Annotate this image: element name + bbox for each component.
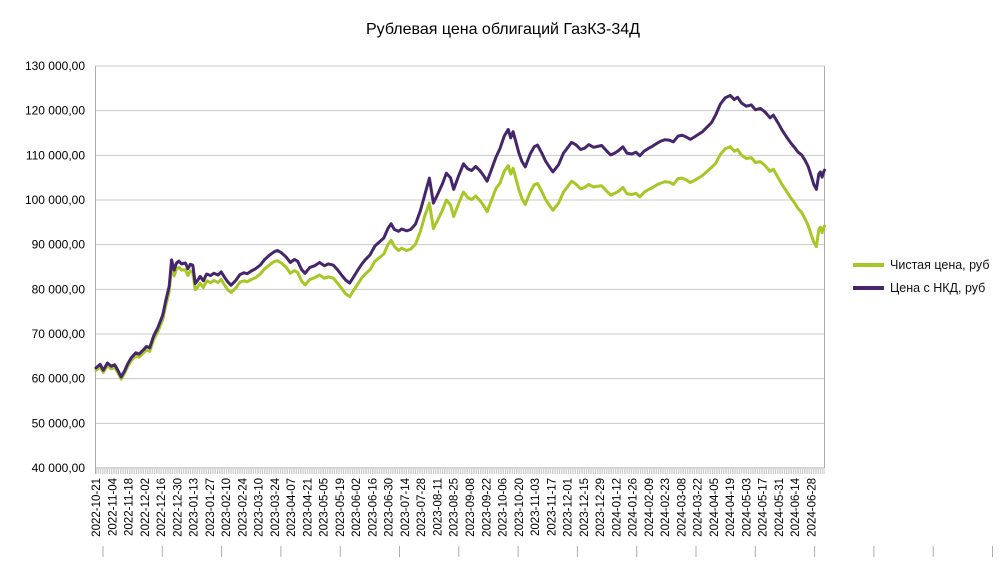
y-axis-label: 40 000,00 [32,461,86,475]
x-axis-label: 2023-12-29 [595,478,607,537]
x-axis-label: 2024-05-17 [758,478,770,537]
y-axis-label: 110 000,00 [26,148,85,162]
x-axis-label: 2023-09-08 [465,478,477,537]
x-axis-label: 2024-04-19 [725,478,737,537]
x-axis-label: 2024-06-14 [790,477,802,536]
x-axis-label: 2024-04-05 [709,478,721,537]
x-axis-label: 2024-01-26 [628,478,640,537]
x-axis-label: 2023-05-19 [335,478,347,537]
y-axis-label: 100 000,00 [25,193,85,207]
x-axis-label: 2023-08-25 [449,478,461,537]
legend-item-clean-price: Чистая цена, руб [853,256,989,274]
x-axis-label: 2024-03-22 [693,478,705,537]
x-axis-label: 2023-06-02 [351,478,363,537]
x-axis-label: 2023-12-01 [563,478,575,537]
x-axis-label: 2022-10-21 [91,478,103,537]
legend-swatch-clean-price-icon [853,263,884,267]
x-axis-label: 2023-03-24 [270,477,282,536]
x-axis-label: 2022-12-02 [140,478,152,537]
x-axis-label: 2023-02-10 [221,478,233,537]
y-axis-label: 120 000,00 [25,104,85,118]
legend: Чистая цена, руб Цена с НКД, руб [853,256,989,302]
legend-label-dirty-price: Цена с НКД, руб [890,281,986,295]
x-axis-label: 2023-07-28 [416,478,428,537]
x-axis-label: 2024-02-23 [660,478,672,537]
x-axis-label: 2023-11-03 [530,478,542,536]
x-axis-label: 2023-06-16 [367,478,379,537]
y-axis-label: 90 000,00 [32,238,86,252]
x-axis-label: 2022-11-04 [107,477,119,536]
x-axis-label: 2024-03-08 [676,478,688,537]
x-axis-label: 2024-05-31 [774,478,786,537]
chart-title: Рублевая цена облигаций ГазКЗ-34Д [366,21,640,38]
y-axis-label: 130 000,00 [25,59,85,73]
legend-label-clean-price: Чистая цена, руб [890,258,990,272]
x-axis-label: 2022-12-16 [156,478,168,537]
x-axis-label: 2023-02-24 [237,477,249,536]
x-axis-label: 2023-08-11 [432,478,444,536]
x-axis-label: 2023-10-20 [514,478,526,537]
legend-swatch-dirty-price-icon [853,286,884,290]
x-axis-label: 2023-09-22 [481,478,493,537]
x-axis-label: 2022-11-18 [124,478,136,536]
x-axis-label: 2023-01-13 [189,478,201,537]
x-axis-label: 2023-07-14 [400,477,412,536]
x-axis-label: 2024-06-28 [806,478,818,537]
series-line-clean [94,145,826,381]
x-axis-label: 2023-03-10 [254,478,266,537]
x-axis-label: 2023-06-30 [384,478,396,537]
x-axis-label: 2024-02-09 [644,478,656,537]
series-line-dirty [94,94,826,379]
y-axis-label: 80 000,00 [32,282,86,296]
legend-item-dirty-price: Цена с НКД, руб [853,279,989,297]
x-axis-label: 2023-11-17 [546,478,558,536]
x-axis-label: 2023-04-07 [286,478,298,537]
x-axis-label: 2022-12-30 [172,478,184,537]
y-axis-label: 50 000,00 [32,416,86,430]
x-axis-label: 2023-10-06 [498,478,510,537]
y-axis-label: 60 000,00 [32,372,86,386]
y-axis-label: 70 000,00 [32,327,86,341]
x-axis-label: 2024-01-12 [611,478,623,537]
x-axis-label: 2023-12-15 [579,478,591,537]
x-axis-label: 2024-05-03 [741,478,753,537]
x-axis-label: 2023-05-05 [319,478,331,537]
x-axis-label: 2023-01-27 [205,478,217,537]
x-axis-label: 2023-04-21 [302,478,314,537]
